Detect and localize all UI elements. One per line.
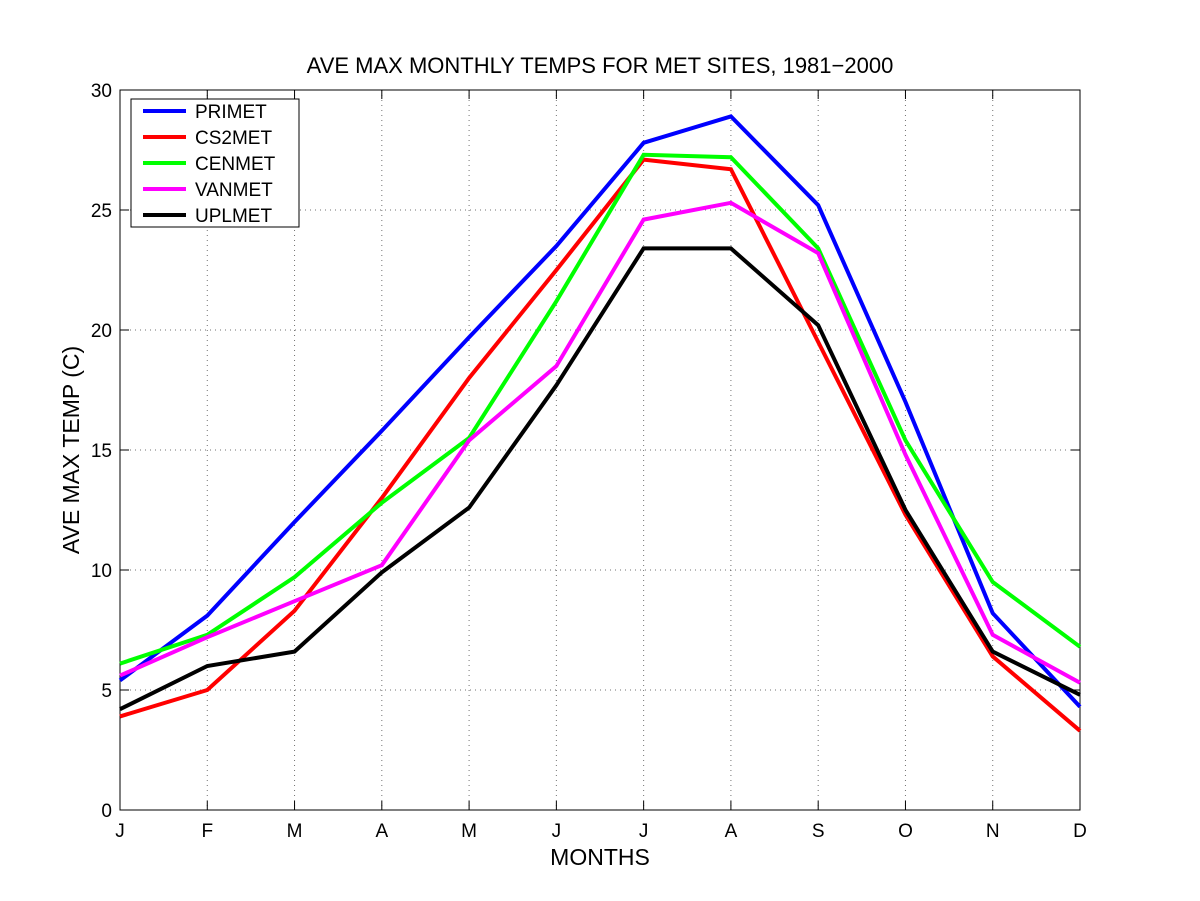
series-lines — [118, 114, 1082, 733]
y-tick-label: 15 — [91, 441, 112, 462]
y-tick-label: 0 — [101, 801, 112, 822]
legend-label-cs2met: CS2MET — [195, 128, 272, 149]
y-tick-label: 10 — [91, 561, 112, 582]
x-axis-title: MONTHS — [550, 844, 650, 870]
legend: PRIMET CS2MET CENMET VANMET UPLMET — [130, 98, 300, 228]
x-tick-label: S — [812, 821, 825, 842]
grid-layer — [120, 90, 1080, 810]
x-tick-label: N — [986, 821, 1000, 842]
x-tick-label: D — [1073, 821, 1087, 842]
x-tick-label: M — [461, 821, 477, 842]
series-line-uplmet — [119, 246, 1081, 711]
y-tick-label: 30 — [91, 81, 112, 102]
x-tick-label: O — [898, 821, 913, 842]
y-tick-label: 25 — [91, 201, 112, 222]
legend-label-primet: PRIMET — [195, 102, 267, 123]
legend-label-vanmet: VANMET — [195, 180, 273, 201]
chart-title: AVE MAX MONTHLY TEMPS FOR MET SITES, 198… — [307, 53, 894, 78]
series-line-cenmet — [119, 152, 1082, 666]
y-tick-label: 20 — [91, 321, 112, 342]
x-tick-label: M — [287, 821, 303, 842]
series-line-cs2met — [119, 157, 1082, 733]
series-line-vanmet — [119, 200, 1081, 685]
series-line-primet — [118, 114, 1082, 709]
legend-label-uplmet: UPLMET — [195, 206, 272, 227]
x-tick-label: J — [639, 821, 649, 842]
x-tick-label: J — [552, 821, 562, 842]
y-tick-label: 5 — [101, 681, 112, 702]
y-axis-title: AVE MAX TEMP (C) — [58, 346, 84, 554]
x-tick-label: J — [115, 821, 125, 842]
x-tick-label: A — [375, 821, 388, 842]
legend-label-cenmet: CENMET — [195, 154, 276, 175]
x-tick-label: A — [725, 821, 738, 842]
x-tick-label: F — [201, 821, 213, 842]
